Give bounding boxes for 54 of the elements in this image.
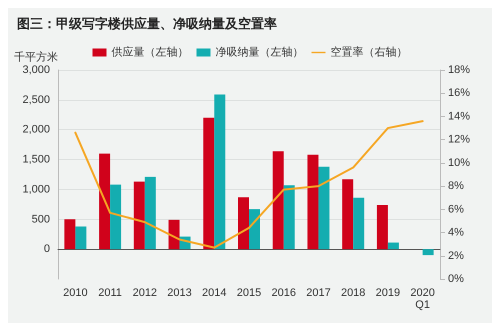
bar: [64, 219, 76, 250]
x-tick-label: 2010: [63, 287, 88, 299]
x-tick-label: 2020 Q1: [410, 287, 435, 311]
bar: [203, 118, 214, 250]
bar: [110, 184, 122, 250]
y2-tick-label: 12%: [448, 134, 470, 146]
bar: [75, 226, 86, 250]
bar: [307, 154, 318, 250]
y2-tick-label: 2%: [448, 250, 464, 262]
bar: [168, 220, 180, 250]
y2-tick-label: 0%: [448, 273, 464, 285]
x-tick-label: 2012: [132, 287, 158, 299]
bar: [214, 94, 226, 250]
bar: [342, 179, 354, 250]
x-tick-label: 2013: [167, 287, 192, 299]
bar: [238, 197, 249, 250]
y2-tick-label: 18%: [448, 64, 470, 76]
x-tick-label: 2017: [306, 287, 331, 299]
y-tick-label: 2,000: [22, 124, 50, 136]
y-tick-label: 1,000: [22, 183, 50, 196]
y-tick-label: 0: [44, 243, 50, 256]
y2-tick-label: 16%: [448, 87, 470, 100]
y-tick-label: 1,500: [22, 154, 50, 166]
bar: [249, 209, 260, 250]
y2-tick-label: 6%: [448, 203, 464, 216]
bar: [353, 198, 364, 250]
bar: [422, 249, 434, 256]
y-tick-label: 2,500: [22, 94, 50, 106]
chart-title: 图三：甲级写字楼供应量、净吸纳量及空置率: [17, 16, 277, 31]
y-axis-title: 千平方米: [14, 50, 58, 64]
bar: [318, 166, 330, 250]
x-tick-label: 2015: [236, 287, 262, 299]
bar: [388, 242, 399, 250]
x-tick-label: 2018: [340, 287, 366, 299]
line-series: [74, 120, 424, 249]
y2-tick-label: 14%: [448, 110, 470, 122]
bar: [272, 151, 284, 250]
y2-tick-label: 8%: [448, 180, 464, 192]
y-tick-label: 3,000: [22, 64, 50, 76]
bar: [376, 204, 388, 250]
bar: [134, 182, 145, 250]
bar: [284, 185, 295, 250]
x-tick-label: 2016: [271, 287, 296, 299]
legend-label: 净吸纳量（左轴）: [216, 46, 304, 58]
legend-label: 空置率（右轴）: [330, 46, 408, 58]
x-tick-label: 2014: [202, 287, 227, 299]
x-tick-label: 2019: [376, 287, 400, 299]
y2-tick-label: 10%: [448, 156, 470, 169]
legend-label: 供应量（左轴）: [112, 46, 188, 58]
x-tick-label: 2011: [98, 287, 122, 299]
y2-tick-label: 4%: [448, 226, 464, 239]
bar: [144, 176, 156, 250]
bar: [99, 154, 110, 250]
y-tick-label: 500: [32, 213, 50, 226]
